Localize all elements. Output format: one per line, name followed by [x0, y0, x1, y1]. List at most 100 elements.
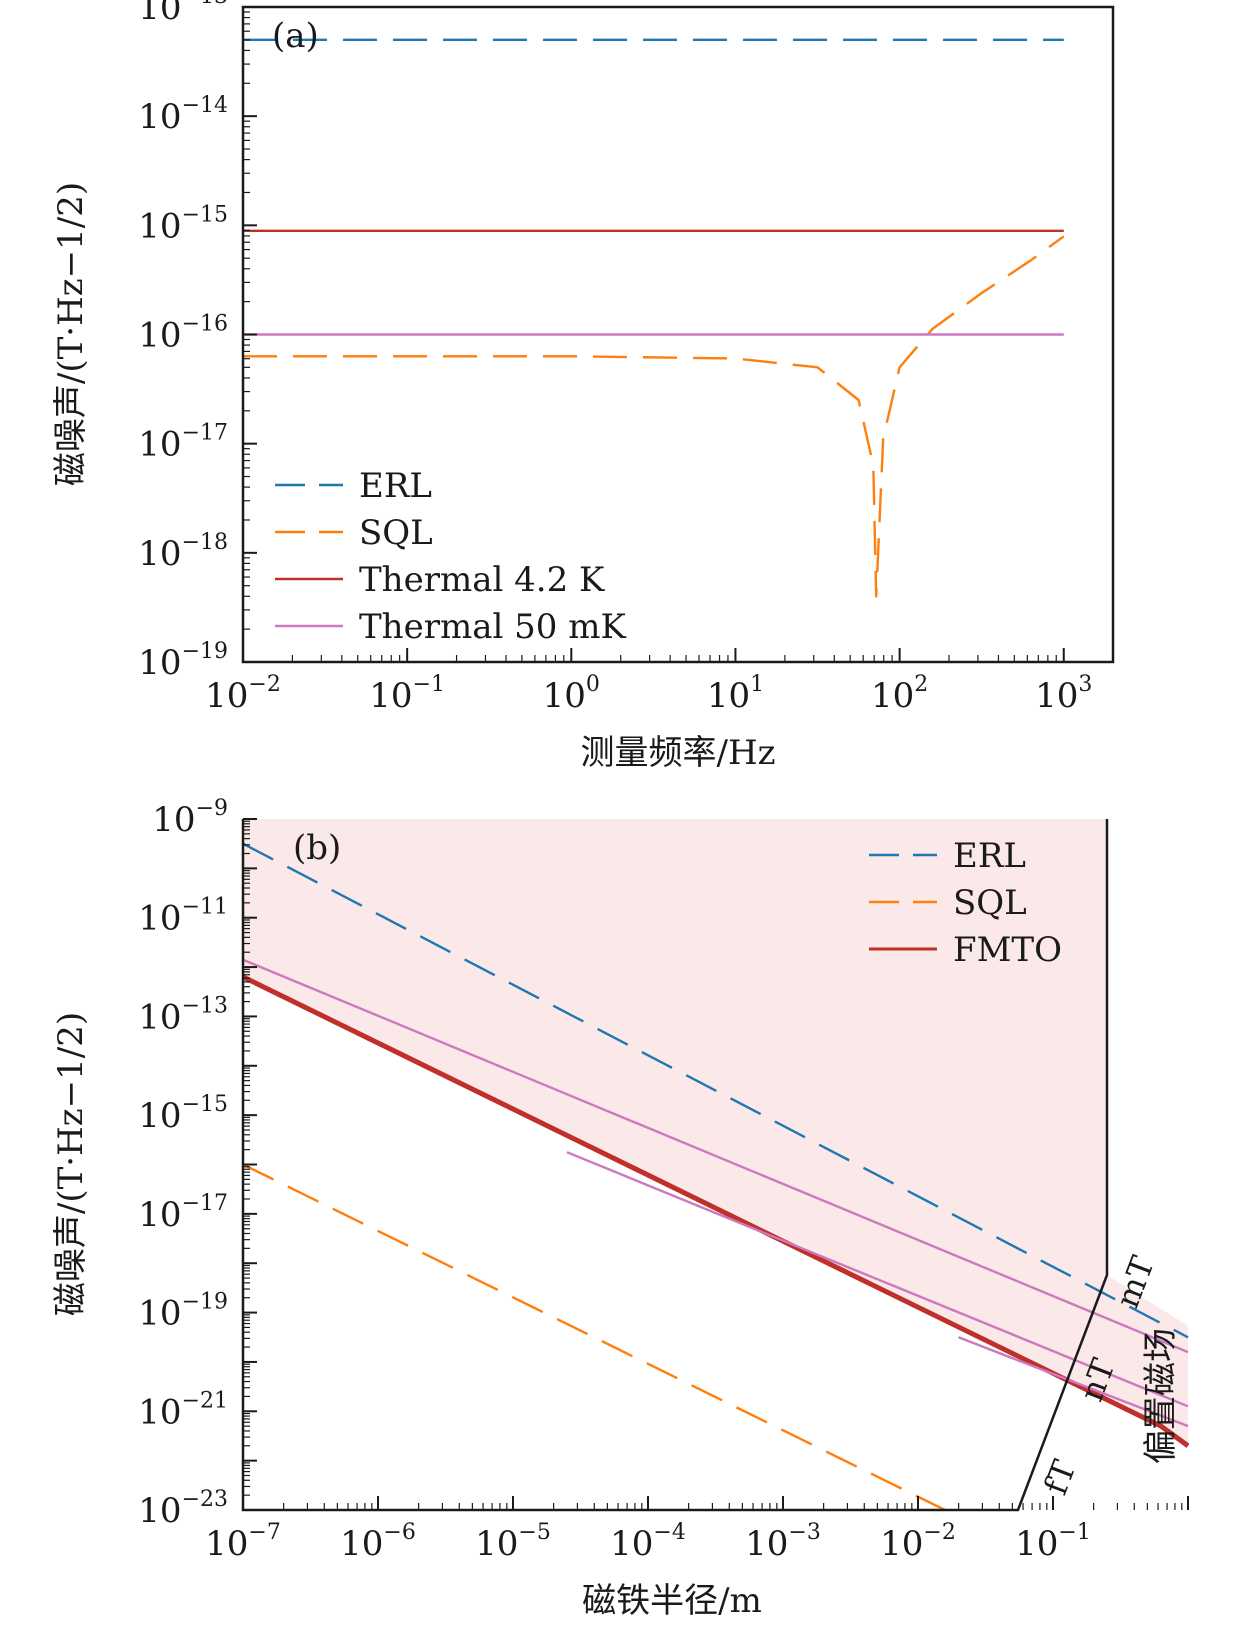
panel-b-shaded-region: [243, 819, 1188, 1446]
panel-b-x-ticks: [242, 1496, 1189, 1510]
x-tick-base: 10: [205, 1524, 248, 1564]
panel-a: 10−1310−1410−1510−1610−1710−1810−1910−21…: [51, 0, 1115, 773]
panel-b-y-axis-title: 磁噪声/(T·Hz−1/2): [51, 1012, 91, 1316]
y-tick-exponent: −21: [182, 1388, 228, 1413]
y-tick-base: 10: [138, 1491, 181, 1531]
y-tick-exponent: −9: [196, 796, 228, 821]
x-tick-base: 10: [610, 1524, 653, 1564]
y-tick-exponent: −15: [182, 202, 228, 227]
legend-label-erl: ERL: [953, 836, 1026, 876]
y-tick-base: 10: [138, 534, 181, 574]
y-tick-label: 10−14: [138, 93, 228, 137]
panel-a-y-ticks: [243, 6, 257, 663]
x-tick-exponent: −1: [413, 672, 445, 697]
panel-b-label: (b): [293, 828, 341, 868]
x-tick-exponent: 3: [1078, 672, 1092, 697]
panel-b-frame: [241, 819, 1109, 1512]
x-tick-base: 10: [205, 676, 248, 716]
x-tick-exponent: −3: [788, 1520, 820, 1545]
x-tick-label: 10−1: [1015, 1520, 1091, 1564]
series-fmto: [241, 974, 1190, 1448]
x-tick-base: 10: [543, 676, 586, 716]
y-tick-label: 10−13: [138, 993, 228, 1037]
series-erl: [242, 842, 1189, 1339]
x-tick-exponent: −1: [1058, 1520, 1090, 1545]
series-nt: [566, 1151, 1189, 1408]
panel-a-x-axis-title: 测量频率/Hz: [580, 733, 775, 773]
x-tick-base: 10: [1015, 1524, 1058, 1564]
y-tick-base: 10: [138, 997, 181, 1037]
x-tick-label: 10−3: [745, 1520, 821, 1564]
y-tick-label: 10−19: [138, 1290, 228, 1334]
y-tick-label: 10−17: [138, 421, 228, 465]
x-tick-base: 10: [340, 1524, 383, 1564]
panel-b-y-ticks: [243, 818, 257, 1511]
x-tick-label: 10−4: [610, 1520, 686, 1564]
y-tick-base: 10: [138, 0, 181, 28]
y-tick-label: 10−21: [138, 1388, 228, 1432]
panel-a-tick-labels: 10−1310−1410−1510−1610−1710−1810−1910−21…: [138, 0, 1092, 716]
x-tick-exponent: −2: [248, 672, 280, 697]
x-tick-base: 10: [880, 1524, 923, 1564]
legend-label-erl: ERL: [359, 466, 432, 506]
y-tick-base: 10: [138, 1392, 181, 1432]
x-tick-exponent: 1: [750, 672, 764, 697]
panel-a-label: (a): [272, 16, 319, 56]
x-tick-label: 10−2: [880, 1520, 956, 1564]
panel-b: 10−910−1110−1310−1510−1710−1910−2110−231…: [51, 796, 1190, 1621]
legend-label-thermal-4-2-k: Thermal 4.2 K: [359, 560, 605, 600]
x-tick-label: 103: [1035, 672, 1092, 716]
x-tick-label: 100: [543, 672, 600, 716]
legend-label-thermal-50-mk: Thermal 50 mK: [359, 607, 626, 647]
x-tick-label: 10−2: [205, 672, 281, 716]
legend-label-sql: SQL: [953, 883, 1027, 923]
x-tick-label: 10−7: [205, 1520, 281, 1564]
panel-a-x-ticks: [242, 648, 1065, 662]
x-tick-base: 10: [1035, 676, 1078, 716]
y-tick-label: 10−16: [138, 312, 228, 356]
x-tick-base: 10: [871, 676, 914, 716]
y-tick-exponent: −16: [182, 312, 228, 337]
y-tick-base: 10: [138, 97, 181, 137]
y-tick-base: 10: [138, 1195, 181, 1235]
legend-label-sql: SQL: [359, 513, 433, 553]
y-tick-base: 10: [138, 1096, 181, 1136]
y-tick-label: 10−23: [138, 1487, 228, 1531]
x-tick-base: 10: [707, 676, 750, 716]
y-tick-exponent: −11: [182, 895, 228, 920]
y-tick-label: 10−19: [138, 639, 228, 683]
x-tick-exponent: 2: [914, 672, 928, 697]
y-tick-label: 10−15: [138, 1092, 228, 1136]
y-tick-exponent: −23: [182, 1487, 228, 1512]
y-tick-label: 10−17: [138, 1191, 228, 1235]
legend-label-fmto: FMTO: [953, 930, 1062, 970]
panel-b-tick-labels: 10−910−1110−1310−1510−1710−1910−2110−231…: [138, 796, 1091, 1564]
bias-label-ft: fT: [1036, 1454, 1084, 1499]
y-tick-exponent: −17: [182, 1191, 228, 1216]
x-tick-label: 10−6: [340, 1520, 416, 1564]
x-tick-base: 10: [369, 676, 412, 716]
y-tick-base: 10: [152, 800, 195, 840]
x-tick-label: 101: [707, 672, 764, 716]
series-sql: [243, 235, 1065, 598]
series-ft: [242, 958, 1189, 1354]
series-sql: [242, 1163, 946, 1512]
y-tick-base: 10: [138, 425, 181, 465]
y-tick-base: 10: [138, 643, 181, 683]
x-tick-exponent: −6: [383, 1520, 415, 1545]
x-tick-label: 10−1: [369, 672, 445, 716]
y-tick-exponent: −17: [182, 421, 228, 446]
y-tick-base: 10: [138, 899, 181, 939]
y-tick-label: 10−9: [152, 796, 228, 840]
y-tick-exponent: −15: [182, 1092, 228, 1117]
y-tick-label: 10−11: [138, 895, 228, 939]
panel-a-legend: ERL SQL Thermal 4.2 K Thermal 50 mK: [275, 466, 626, 647]
y-tick-exponent: −19: [182, 639, 228, 664]
y-tick-exponent: −13: [182, 993, 228, 1018]
x-tick-base: 10: [745, 1524, 788, 1564]
y-tick-base: 10: [138, 1294, 181, 1334]
x-tick-base: 10: [475, 1524, 518, 1564]
x-tick-exponent: −5: [518, 1520, 550, 1545]
x-tick-exponent: 0: [586, 672, 600, 697]
